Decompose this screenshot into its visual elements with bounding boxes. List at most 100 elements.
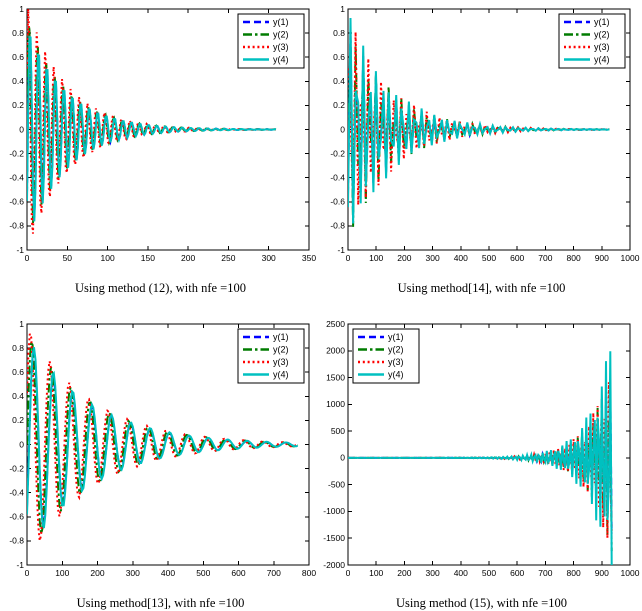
legend-label: y(1) <box>594 17 610 27</box>
legend-box: y(1) y(2) y(3) y(4) <box>558 13 626 69</box>
subplot-method-12: 0 50 100 150 200 250 300 350 -1 -0.8 -0.6 -0.4 -0.2 0… <box>0 0 321 305</box>
x-tick-label: 250 <box>221 253 235 263</box>
y-tick-label: 0 <box>340 453 345 463</box>
y-tick-label: -0.6 <box>330 197 345 207</box>
x-tick-label: 100 <box>101 253 115 263</box>
legend-label: y(3) <box>273 357 289 367</box>
legend-label: y(2) <box>594 30 610 40</box>
x-tick-label: 900 <box>595 253 609 263</box>
series-y4 <box>348 17 610 224</box>
y-tick-label: -1500 <box>323 533 345 543</box>
x-tick-label: 400 <box>454 253 468 263</box>
subplot-method-15: 0 100 200 300 400 500 600 700 800 900 1000 -2000 -15… <box>321 305 642 611</box>
y-tick-label: 0 <box>19 439 24 449</box>
legend-label: y(2) <box>273 345 289 355</box>
y-tick-label: 0 <box>19 124 24 134</box>
y-tick-label: 0.2 <box>12 100 24 110</box>
x-tick-label: 600 <box>231 568 245 578</box>
y-tick-label: 0.8 <box>333 28 345 38</box>
y-tick-label: -1 <box>337 245 345 255</box>
y-tick-label: 0.2 <box>333 100 345 110</box>
x-tick-label: 400 <box>454 568 468 578</box>
x-tick-label: 0 <box>346 253 351 263</box>
x-tick-label: 0 <box>25 253 30 263</box>
legend-label: y(2) <box>273 30 289 40</box>
x-tick-label: 500 <box>482 568 496 578</box>
x-tick-label: 700 <box>538 253 552 263</box>
legend-label: y(1) <box>388 332 404 342</box>
x-tick-label: 600 <box>510 568 524 578</box>
x-tick-label: 200 <box>181 253 195 263</box>
y-tick-label: 1000 <box>326 399 345 409</box>
y-tick-label: -1 <box>16 560 24 570</box>
y-tick-label: -0.8 <box>9 536 24 546</box>
plot-canvas-method-13: 0 100 200 300 400 500 600 700 800 -1 -0.8 -0.6 -0.4 -… <box>0 315 321 589</box>
y-tick-label: 0 <box>340 124 345 134</box>
x-tick-label: 350 <box>302 253 316 263</box>
plot-caption-method-14: Using method[14], with nfe =100 <box>397 281 566 295</box>
x-tick-label: 900 <box>595 568 609 578</box>
plot-canvas-method-14: 0 100 200 300 400 500 600 700 800 900 1000 -1 -0.8 -0… <box>321 0 642 274</box>
x-tick-label: 500 <box>482 253 496 263</box>
series-y4 <box>27 35 276 222</box>
plot-caption-method-12: Using method (12), with nfe =100 <box>75 281 246 295</box>
legend-label: y(4) <box>273 370 289 380</box>
x-tick-label: 0 <box>25 568 30 578</box>
x-tick-label: 50 <box>63 253 73 263</box>
legend-label: y(1) <box>273 17 289 27</box>
y-tick-label: -0.8 <box>330 221 345 231</box>
x-tick-label: 700 <box>538 568 552 578</box>
legend-label: y(3) <box>388 357 404 367</box>
legend-label: y(4) <box>594 55 610 65</box>
x-tick-label: 200 <box>90 568 104 578</box>
x-tick-label: 500 <box>196 568 210 578</box>
series-lines <box>27 9 277 234</box>
y-tick-label: 500 <box>331 426 345 436</box>
x-tick-label: 0 <box>346 568 351 578</box>
plot-caption-method-15: Using method (15), with nfe =100 <box>396 596 567 610</box>
legend-box: y(1) y(2) y(3) y(4) <box>352 328 420 384</box>
tick-labels: 0 100 200 300 400 500 600 700 800 900 1000 -2000 -15… <box>323 319 639 578</box>
y-tick-label: -0.2 <box>9 148 24 158</box>
y-tick-label: -0.6 <box>9 512 24 522</box>
legend-label: y(2) <box>388 345 404 355</box>
x-tick-label: 300 <box>426 253 440 263</box>
y-tick-label: 1 <box>19 4 24 14</box>
x-tick-label: 100 <box>55 568 69 578</box>
y-tick-label: -0.2 <box>9 463 24 473</box>
y-tick-label: 0.4 <box>333 76 345 86</box>
y-tick-label: 0.8 <box>12 343 24 353</box>
plot-canvas-method-12: 0 50 100 150 200 250 300 350 -1 -0.8 -0.6 -0.4 -0.2 0… <box>0 0 321 274</box>
x-tick-label: 200 <box>397 568 411 578</box>
x-tick-label: 1000 <box>621 253 640 263</box>
axis-ticks <box>26 323 310 566</box>
y-tick-label: -0.4 <box>330 172 345 182</box>
series-y4 <box>348 351 613 565</box>
axis-ticks <box>347 323 631 566</box>
y-tick-label: 1500 <box>326 372 345 382</box>
subplot-method-14: 0 100 200 300 400 500 600 700 800 900 1000 -1 -0.8 -0… <box>321 0 642 305</box>
x-tick-label: 300 <box>426 568 440 578</box>
x-tick-label: 700 <box>267 568 281 578</box>
series-y4 <box>27 347 298 529</box>
y-tick-label: 0.6 <box>333 52 345 62</box>
y-tick-label: 0.2 <box>12 415 24 425</box>
legend-label: y(3) <box>273 42 289 52</box>
y-tick-label: 2000 <box>326 346 345 356</box>
x-tick-label: 800 <box>567 253 581 263</box>
tick-labels: 0 100 200 300 400 500 600 700 800 900 1000 -1 -0.8 -0… <box>330 4 639 263</box>
legend-box: y(1) y(2) y(3) y(4) <box>237 13 305 69</box>
subplot-method-13: 0 100 200 300 400 500 600 700 800 -1 -0.8 -0.6 -0.4 -… <box>0 305 321 611</box>
x-tick-label: 300 <box>262 253 276 263</box>
x-tick-label: 1000 <box>621 568 640 578</box>
y-tick-label: 0.8 <box>12 28 24 38</box>
x-tick-label: 100 <box>369 253 383 263</box>
series-y3 <box>27 333 299 541</box>
y-tick-label: 2500 <box>326 319 345 329</box>
tick-labels: 0 100 200 300 400 500 600 700 800 -1 -0.8 -0.6 -0.4 -… <box>9 319 316 578</box>
series-lines <box>348 17 610 227</box>
x-tick-label: 800 <box>567 568 581 578</box>
y-tick-label: -2000 <box>323 560 345 570</box>
y-tick-label: -0.8 <box>9 221 24 231</box>
y-tick-label: 0.6 <box>12 367 24 377</box>
